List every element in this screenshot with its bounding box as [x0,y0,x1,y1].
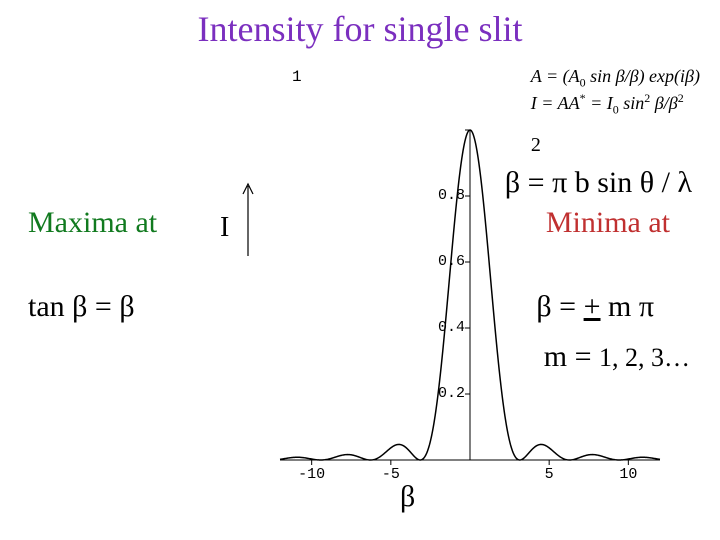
formula-A1: A [531,66,542,86]
slide-title: Intensity for single slit [0,8,720,50]
t: iβ [680,66,694,86]
formula-line-1: A = (A0 sin β/β) exp(iβ) [531,65,700,91]
t: ) [694,66,700,86]
t: = ( [541,66,568,86]
x-tick-label: 10 [608,466,648,483]
x-tick-label: -10 [292,466,332,483]
x-tick-label: 5 [529,466,569,483]
t: β [630,66,639,86]
top-dash-1: 1 [292,68,302,86]
t: ) exp( [639,66,680,86]
t: β [616,66,625,86]
y-tick-label: 0.6 [425,253,465,270]
y-tick-label: 0.2 [425,385,465,402]
sinc-chart [110,100,690,480]
t: A [569,66,580,86]
slide: Intensity for single slit A = (A0 sin β/… [0,0,720,540]
y-tick-label: 0.4 [425,319,465,336]
chart-svg [110,100,690,480]
beta-axis-label: β [400,480,415,514]
t: sin [586,66,616,86]
y-tick-label: 0.8 [425,187,465,204]
x-tick-label: -5 [371,466,411,483]
